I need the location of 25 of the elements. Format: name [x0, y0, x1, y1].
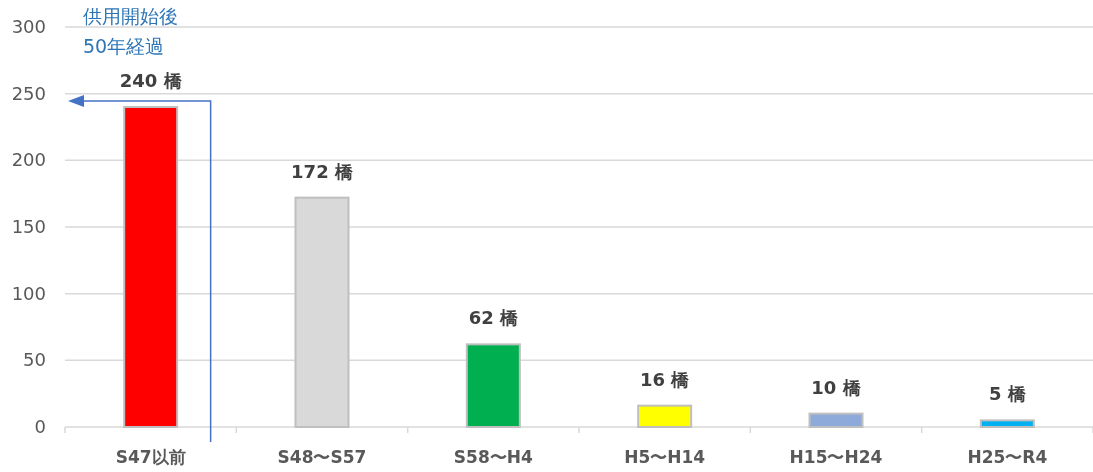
bar	[465, 343, 521, 428]
y-tick-label: 300	[11, 16, 46, 37]
y-tick-label: 50	[23, 349, 46, 371]
annotation: 供用開始後 50年経過	[83, 5, 178, 57]
x-tick-label: S58〜H4	[453, 447, 533, 467]
x-tick-label: H15〜H24	[789, 447, 883, 467]
x-tick-label: H5〜H14	[624, 447, 706, 467]
bar	[123, 106, 179, 428]
y-tick-label: 0	[34, 416, 46, 437]
y-tick-label: 200	[11, 149, 46, 171]
bar	[637, 404, 693, 428]
data-label: 62 橋	[468, 307, 519, 329]
data-label: 5 橋	[988, 383, 1027, 405]
data-label: 16 橋	[640, 368, 691, 390]
x-tick-label: S47以前	[115, 447, 186, 467]
y-tick-label: 250	[11, 82, 46, 104]
data-label: 172 橋	[291, 160, 354, 182]
bar	[808, 412, 864, 428]
y-tick-label: 100	[11, 282, 46, 304]
data-label: 10 橋	[811, 376, 862, 398]
bar	[979, 419, 1035, 428]
y-tick-label: 150	[11, 216, 46, 237]
x-tick-label: H25〜R4	[967, 447, 1048, 467]
data-label: 240 橋	[119, 70, 183, 91]
x-tick-label: S48〜S57	[277, 447, 367, 467]
